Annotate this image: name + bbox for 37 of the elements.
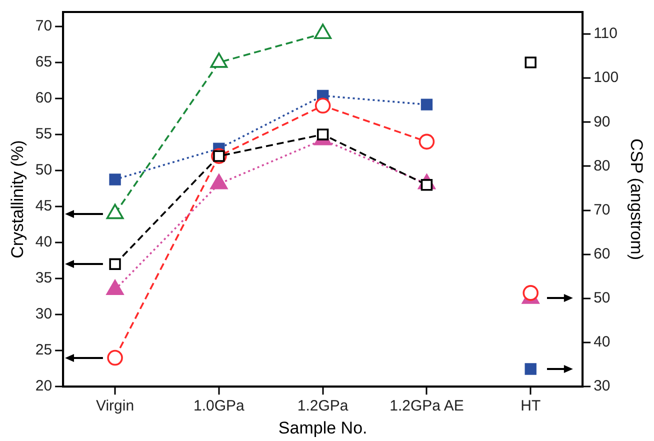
y2-tick-label: 100 [594, 69, 619, 86]
y2-tick-label: 110 [594, 25, 618, 42]
y2-tick-label: 30 [594, 378, 610, 395]
x-axis-title: Sample No. [278, 418, 368, 438]
y-tick-label: 20 [35, 378, 52, 395]
x-tick-label: HT [520, 398, 541, 415]
y-tick-label: 45 [35, 198, 52, 215]
y2-tick-label: 40 [594, 334, 610, 351]
y-tick-label: 55 [35, 126, 52, 143]
point [210, 174, 228, 190]
y-tick-label: 60 [35, 90, 52, 107]
y-tick-label: 50 [35, 162, 52, 179]
y2-tick-label: 60 [594, 246, 610, 263]
x-tick-label: 1.2GPa [297, 398, 349, 415]
point [418, 134, 435, 150]
point [420, 98, 433, 110]
y-tick-label: 40 [35, 234, 52, 251]
y-axis-title: Crystallinity (%) [8, 140, 27, 258]
y-tick-label: 65 [35, 54, 52, 71]
y-tick-label: 25 [35, 342, 52, 359]
point [316, 128, 329, 140]
point [109, 174, 121, 186]
point [109, 258, 121, 270]
y2-tick-label: 70 [594, 201, 610, 218]
point [314, 98, 331, 114]
x-tick-label: 1.0GPa [193, 398, 246, 415]
y-tick-label: 30 [35, 306, 52, 323]
y2-tick-label: 50 [594, 290, 610, 307]
point [107, 350, 123, 366]
y2-tick-label: 80 [594, 157, 610, 174]
y2-tick-label: 90 [594, 113, 610, 130]
x-tick-label: Virgin [96, 398, 134, 415]
y-tick-label: 70 [35, 18, 52, 35]
y-tick-label: 35 [35, 270, 52, 287]
y2-axis-title: CSP (angstrom) [627, 138, 646, 260]
x-tick-label: 1.2GPa AE [390, 398, 464, 415]
point [106, 280, 124, 296]
